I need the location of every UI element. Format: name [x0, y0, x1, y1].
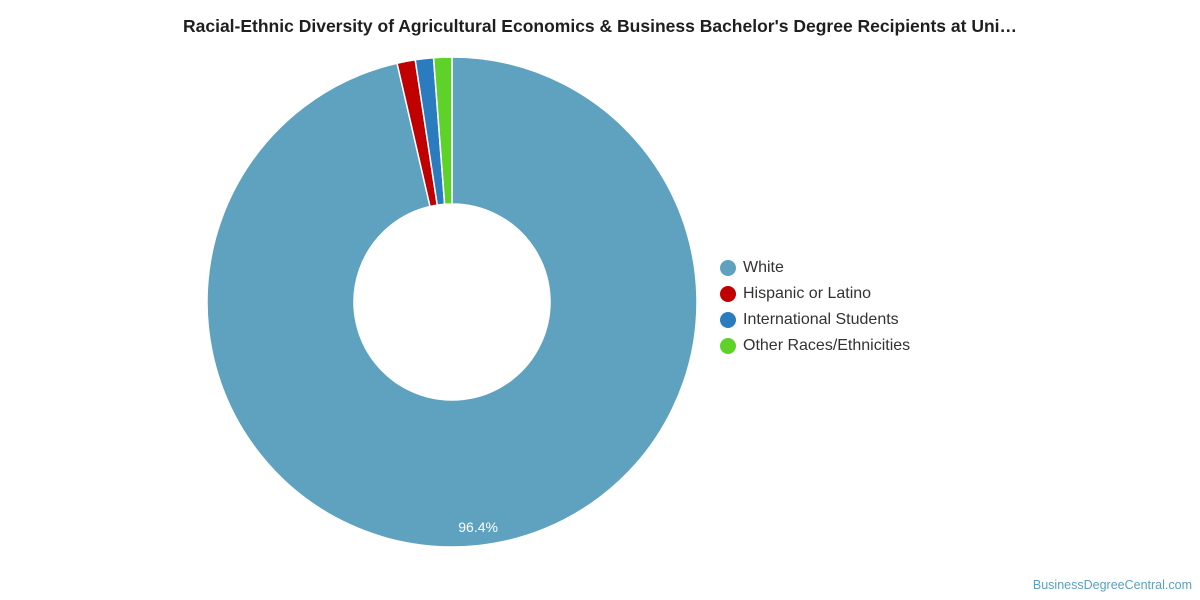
legend-item-white[interactable]: White [720, 255, 910, 281]
legend-swatch-white [720, 260, 736, 276]
legend-label-hispanic: Hispanic or Latino [743, 285, 872, 302]
legend-label-international: International Students [743, 311, 899, 328]
legend-item-hispanic[interactable]: Hispanic or Latino [720, 281, 910, 307]
source-watermark: BusinessDegreeCentral.com [1032, 578, 1192, 592]
chart-legend: White Hispanic or Latino International S… [720, 255, 910, 359]
legend-item-other[interactable]: Other Races/Ethnicities [720, 333, 910, 359]
data-label-white: 96.4% [458, 519, 498, 535]
legend-label-other: Other Races/Ethnicities [743, 337, 911, 354]
legend-swatch-other [720, 338, 736, 354]
donut-slice-white[interactable] [206, 56, 698, 548]
donut-slice-other[interactable] [432, 56, 453, 206]
legend-swatch-international [720, 312, 736, 328]
legend-label-white: White [743, 259, 784, 276]
legend-item-international[interactable]: International Students [720, 307, 910, 333]
legend-swatch-hispanic [720, 286, 736, 302]
chart-title: Racial-Ethnic Diversity of Agricultural … [182, 16, 1018, 36]
